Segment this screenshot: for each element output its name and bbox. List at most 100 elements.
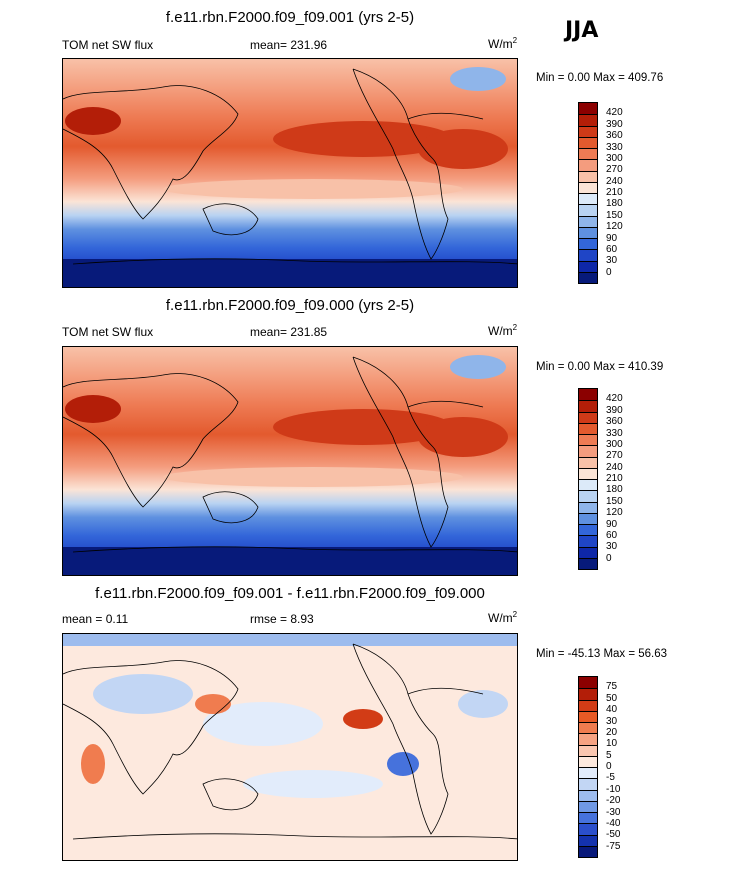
colorbar-segment: [579, 136, 597, 148]
colorbar-segment: [579, 411, 597, 423]
colorbar-tick-label: 0: [606, 266, 612, 278]
colorbar-segment: [579, 512, 597, 524]
colorbar-tick-label: 50: [606, 692, 618, 704]
colorbar-tick-label: 0: [606, 552, 612, 564]
colorbar-segment: [579, 557, 597, 569]
panel-3-mean: mean = 0.11: [62, 612, 129, 626]
panel-1-colorbar: [578, 102, 598, 284]
colorbar-segment: [579, 434, 597, 446]
colorbar-tick-label: 330: [606, 141, 623, 153]
panel-2-mean: mean= 231.85: [250, 325, 328, 339]
colorbar-segment: [579, 677, 597, 689]
panel-1-map: [62, 58, 518, 288]
colorbar-segment: [579, 800, 597, 812]
colorbar-tick-label: 210: [606, 473, 623, 484]
colorbar-segment: [579, 546, 597, 558]
colorbar-segment: [579, 260, 597, 272]
colorbar-tick-label: 300: [606, 438, 623, 450]
colorbar-tick-label: 150: [606, 209, 623, 221]
colorbar-tick-label: 150: [606, 495, 623, 507]
colorbar-segment: [579, 215, 597, 227]
colorbar-tick-label: 20: [606, 726, 618, 738]
colorbar-tick-label: 270: [606, 450, 623, 462]
colorbar-tick-label: -20: [606, 795, 621, 807]
colorbar-segment: [579, 778, 597, 790]
colorbar-tick-label: 90: [606, 232, 618, 244]
colorbar-segment: [579, 238, 597, 250]
panel-2-title: f.e11.rbn.F2000.f09_f09.000 (yrs 2-5): [165, 297, 415, 314]
colorbar-segment: [579, 114, 597, 126]
colorbar-tick-label: 240: [606, 461, 623, 473]
colorbar-segment: [579, 159, 597, 171]
colorbar-segment: [579, 148, 597, 160]
colorbar-segment: [579, 170, 597, 182]
colorbar-tick-label: 10: [606, 738, 618, 750]
panel-3-map: [62, 633, 518, 861]
colorbar-tick-label: 180: [606, 484, 623, 496]
colorbar-tick-label: 5: [606, 749, 612, 761]
colorbar-tick-label: 300: [606, 152, 623, 164]
colorbar-segment: [579, 249, 597, 261]
panel-1-mean: mean= 231.96: [250, 38, 328, 52]
colorbar-tick-label: 390: [606, 404, 623, 416]
panel-2-map: [62, 346, 518, 576]
colorbar-tick-label: 40: [606, 704, 618, 716]
colorbar-segment: [579, 389, 597, 401]
colorbar-segment: [579, 103, 597, 115]
colorbar-segment: [579, 181, 597, 193]
panel-3-minmax: Min = -45.13 Max = 56.63: [536, 648, 668, 660]
colorbar-segment: [579, 834, 597, 846]
colorbar-segment: [579, 422, 597, 434]
colorbar-segment: [579, 823, 597, 835]
colorbar-tick-label: 90: [606, 518, 618, 530]
colorbar-tick-label: 60: [606, 243, 618, 255]
panel-3-colorbar: [578, 676, 598, 858]
panel-2-map-field: [63, 347, 517, 575]
colorbar-tick-label: 30: [606, 715, 618, 727]
colorbar-tick-label: 60: [606, 529, 618, 541]
colorbar-segment: [579, 479, 597, 491]
colorbar-tick-label: 420: [606, 393, 623, 405]
colorbar-tick-label: 360: [606, 130, 623, 142]
colorbar-tick-label: -5: [606, 772, 615, 784]
colorbar-tick-label: 270: [606, 164, 623, 176]
colorbar-segment: [579, 755, 597, 767]
colorbar-segment: [579, 125, 597, 137]
colorbar-segment: [579, 845, 597, 857]
colorbar-tick-label: 360: [606, 416, 623, 428]
colorbar-tick-label: 30: [606, 541, 618, 553]
colorbar-segment: [579, 767, 597, 779]
colorbar-segment: [579, 744, 597, 756]
colorbar-tick-label: -10: [606, 783, 621, 795]
colorbar-segment: [579, 226, 597, 238]
panel-3-rmse: rmse = 8.93: [250, 612, 314, 626]
colorbar-segment: [579, 490, 597, 502]
colorbar-segment: [579, 710, 597, 722]
panel-2-minmax: Min = 0.00 Max = 410.39: [536, 361, 664, 373]
colorbar-segment: [579, 456, 597, 468]
colorbar-segment: [579, 688, 597, 700]
panel-1-minmax: Min = 0.00 Max = 409.76: [536, 72, 664, 84]
colorbar-segment: [579, 812, 597, 824]
panel-2-units: W/m2: [488, 323, 518, 338]
colorbar-segment: [579, 271, 597, 283]
panel-3-map-field: [63, 634, 517, 860]
colorbar-tick-label: -30: [606, 806, 621, 818]
colorbar-tick-label: 75: [606, 681, 618, 693]
colorbar-segment: [579, 699, 597, 711]
colorbar-tick-label: 180: [606, 198, 623, 210]
colorbar-segment: [579, 467, 597, 479]
colorbar-segment: [579, 722, 597, 734]
colorbar-segment: [579, 535, 597, 547]
panel-1-title: f.e11.rbn.F2000.f09_f09.001 (yrs 2-5): [165, 9, 415, 26]
panel-1-map-field: [63, 59, 517, 287]
panel-3-units: W/m2: [488, 610, 518, 625]
colorbar-tick-label: -40: [606, 817, 621, 829]
panel-3-title: f.e11.rbn.F2000.f09_f09.001 - f.e11.rbn.…: [95, 585, 485, 602]
colorbar-segment: [579, 400, 597, 412]
colorbar-tick-label: -50: [606, 829, 621, 841]
colorbar-tick-label: 120: [606, 221, 623, 233]
colorbar-segment: [579, 193, 597, 205]
colorbar-tick-label: 0: [606, 761, 612, 772]
colorbar-segment: [579, 204, 597, 216]
